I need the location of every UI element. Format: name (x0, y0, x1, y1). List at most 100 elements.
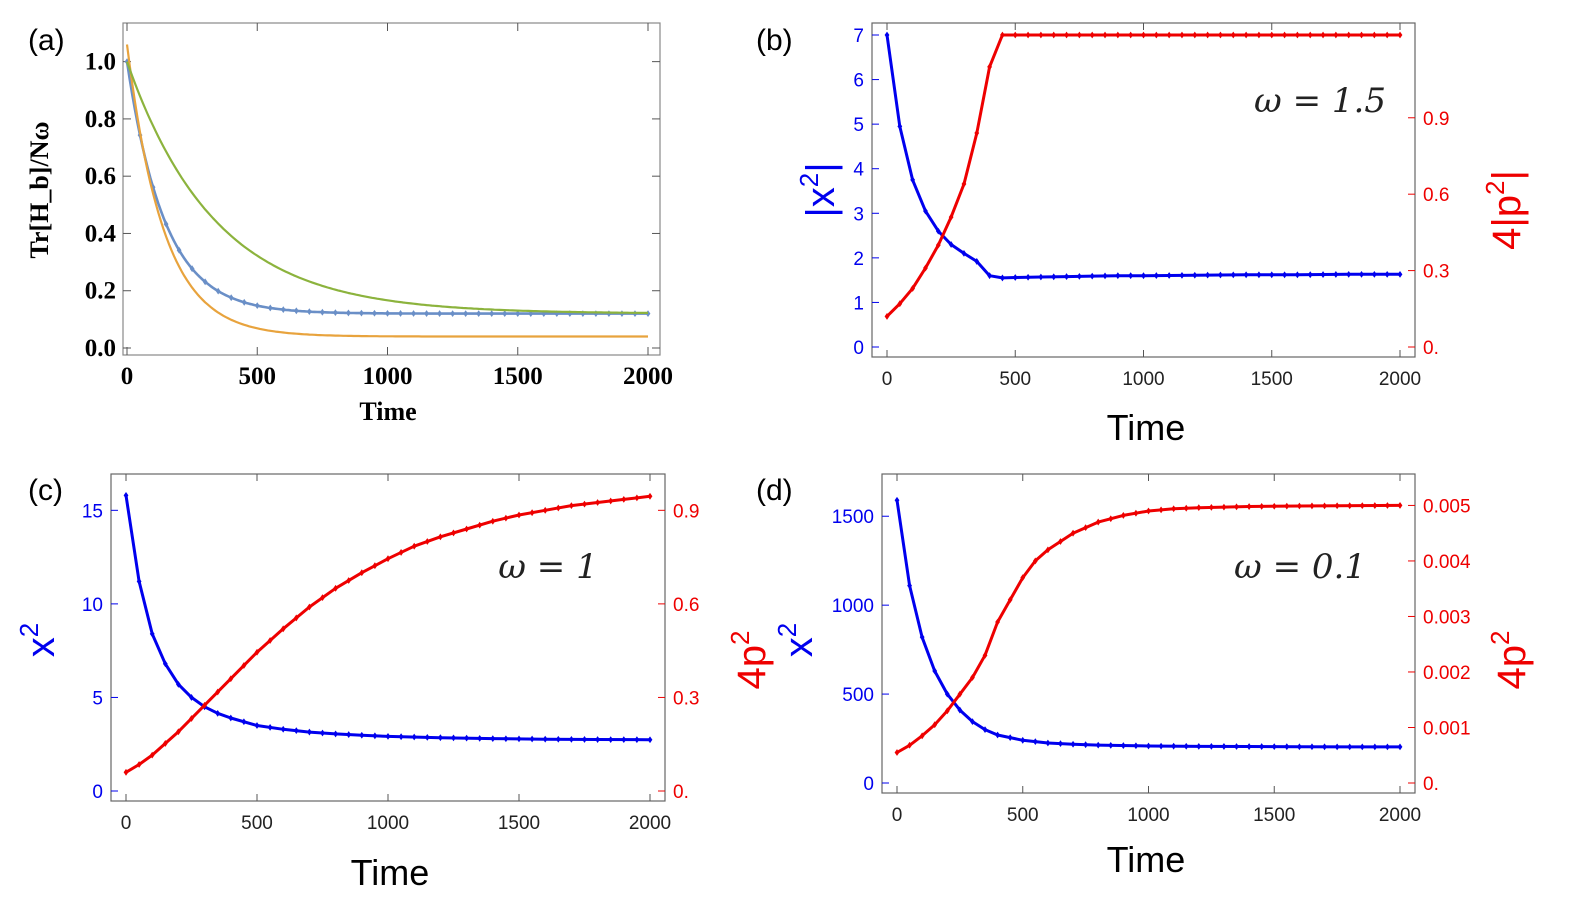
y-right-axis-label-base: 4p (730, 645, 774, 690)
data-point-4p2 (923, 264, 928, 272)
data-point-4p2 (1230, 31, 1236, 39)
data-point-x2 (1166, 272, 1172, 279)
x-tick-label: 500 (999, 369, 1031, 390)
x-tick-label: 500 (241, 813, 273, 834)
data-point-x2 (1025, 273, 1031, 281)
data-point-4p2 (1221, 503, 1227, 511)
data-point-x2 (970, 718, 975, 726)
y-left-tick-label: 5 (92, 688, 103, 709)
data-point-x2 (424, 733, 430, 741)
data-point-simulation (189, 265, 195, 273)
y-left-tick-label: 500 (842, 685, 874, 706)
data-point-x2 (267, 723, 273, 731)
data-point-4p2 (569, 502, 574, 510)
data-point-4p2 (438, 533, 443, 541)
y-left-tick-label: 1000 (832, 596, 874, 617)
data-point-4p2 (464, 525, 469, 533)
plot-frame (122, 22, 661, 356)
plot-frame (110, 473, 666, 802)
data-point-x2 (1089, 272, 1095, 280)
data-point-4p2 (910, 285, 916, 292)
data-point-simulation (228, 294, 234, 302)
y-left-tick-label: 1500 (832, 507, 874, 528)
data-point-x2 (189, 694, 194, 701)
data-point-4p2 (1179, 31, 1185, 39)
data-point-x2 (634, 736, 640, 744)
y-right-axis-label-superscript: 2 (1480, 181, 1510, 195)
x-axis-label: Time (1107, 407, 1186, 448)
data-point-x2 (149, 630, 155, 638)
data-point-simulation (359, 309, 364, 317)
data-point-4p2 (1108, 515, 1114, 523)
data-point-4p2 (1322, 502, 1327, 510)
y-left-axis-label: x2 (14, 623, 63, 657)
data-point-x2 (385, 732, 391, 740)
panel-label: (b) (756, 24, 793, 57)
data-point-simulation (463, 310, 469, 318)
y-right-tick-label: 0.9 (1423, 109, 1449, 130)
series-line-4p2 (885, 33, 1400, 318)
data-point-x2 (307, 728, 312, 736)
y-right-axis-label: 4|p2| (1480, 170, 1529, 250)
data-point-simulation (241, 298, 247, 306)
data-point-x2 (1385, 743, 1390, 751)
data-point-simulation (293, 307, 299, 315)
omega-annotation: ω = 1.5 (1254, 81, 1386, 121)
data-point-4p2 (1297, 502, 1302, 510)
y-left-tick-label: 10 (82, 595, 103, 616)
data-point-x2 (1083, 741, 1089, 749)
data-point-simulation (346, 309, 351, 317)
data-point-simulation (267, 304, 273, 312)
x-tick-label: 2000 (629, 813, 671, 834)
data-point-4p2 (1146, 507, 1151, 515)
data-point-4p2 (123, 768, 129, 776)
data-point-x2 (1058, 740, 1063, 748)
panel-c: (c) 0 500 1000 1500 2000 0 5 10 15 0. 0.3 0.6 0.9 Time… (14, 473, 774, 893)
data-point-x2 (995, 731, 1000, 739)
data-point-4p2 (1397, 502, 1403, 509)
y-left-axis-label-end: | (799, 162, 843, 172)
data-point-4p2 (1385, 502, 1390, 509)
data-point-x2 (411, 733, 417, 741)
data-point-simulation (437, 310, 442, 317)
data-point-x2 (569, 735, 574, 743)
data-point-4p2 (1192, 31, 1198, 39)
data-point-4p2 (241, 662, 247, 669)
data-point-x2 (1007, 734, 1013, 742)
data-point-x2 (974, 258, 980, 265)
data-point-4p2 (555, 504, 561, 512)
data-point-4p2 (254, 648, 260, 656)
data-point-4p2 (1064, 31, 1069, 39)
data-point-4p2 (320, 594, 325, 602)
data-point-x2 (1397, 743, 1403, 751)
data-point-4p2 (1012, 31, 1018, 39)
data-point-4p2 (1346, 31, 1352, 39)
data-point-x2 (957, 706, 963, 714)
data-point-4p2 (215, 688, 221, 696)
x-tick-label: 1000 (1127, 805, 1169, 826)
x-tick-label: 0 (121, 363, 134, 390)
panel-d: (d) 0 500 1000 1500 2000 0 500 1000 1500 0. 0.001 0.… (756, 473, 1534, 880)
data-point-x2 (1284, 743, 1290, 751)
data-point-4p2 (1307, 31, 1313, 39)
panel-label: (a) (28, 24, 65, 57)
data-point-x2 (961, 250, 967, 257)
y-right-axis-label: 4p2 (725, 631, 774, 690)
x-axis-label: Time (359, 397, 416, 426)
y-right-tick-label: 0.6 (673, 595, 699, 616)
data-point-4p2 (1171, 505, 1177, 513)
data-point-4p2 (1359, 502, 1365, 510)
data-point-4p2 (398, 549, 404, 556)
data-point-x2 (438, 734, 443, 742)
y-right-axis-label: 4p2 (1485, 631, 1534, 690)
data-point-4p2 (919, 732, 925, 740)
y-left-tick-label: 6 (853, 71, 864, 92)
series-line-x2 (895, 499, 1400, 749)
data-point-x2 (516, 735, 522, 743)
data-point-4p2 (1309, 502, 1315, 510)
data-point-x2 (1397, 270, 1403, 278)
y-right-tick-label: 0.004 (1423, 552, 1471, 573)
data-point-4p2 (1218, 31, 1223, 39)
data-point-x2 (919, 633, 925, 641)
